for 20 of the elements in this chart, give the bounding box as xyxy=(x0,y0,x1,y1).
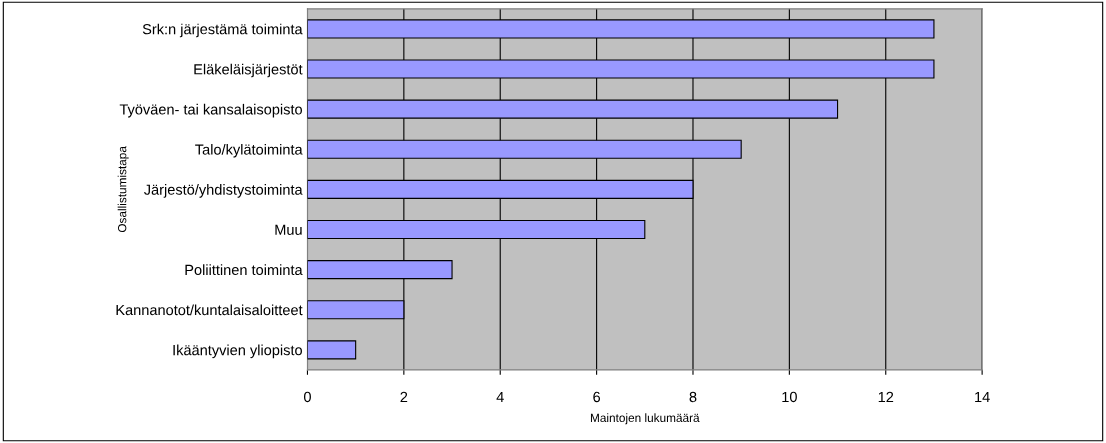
x-tick-label: 2 xyxy=(400,391,408,402)
x-tick-label: 10 xyxy=(782,391,797,403)
y-tick-label: Kannanotot/kuntalaisaloitteet xyxy=(116,304,303,316)
x-tick-label: 8 xyxy=(689,391,697,403)
x-axis-title: Maintojen lukumäärä xyxy=(590,413,700,425)
y-tick-label: Srk:n järjestämä toiminta xyxy=(142,23,303,38)
y-tick-label: Eläkeläisjärjestöt xyxy=(194,63,303,78)
y-tick-label: Talo/kylätoiminta xyxy=(195,143,303,158)
y-tick-label: Ikääntyvien yliopisto xyxy=(173,344,302,359)
bar xyxy=(307,340,357,360)
y-tick-label: Muu xyxy=(275,224,302,235)
x-tick-label: 6 xyxy=(593,391,601,403)
x-tick-label: 12 xyxy=(878,391,894,402)
y-axis-title: Osallistumistapa xyxy=(117,146,129,233)
y-tick-label: Järjestö/yhdistystoiminta xyxy=(143,184,303,198)
x-tick-label: 4 xyxy=(496,391,504,402)
y-tick-label: Työväen- tai kansalaisopisto xyxy=(119,103,303,118)
x-tick-label: 14 xyxy=(975,391,990,402)
x-tick-label: 0 xyxy=(303,391,311,403)
y-tick-label: Poliittinen toiminta xyxy=(185,264,303,276)
